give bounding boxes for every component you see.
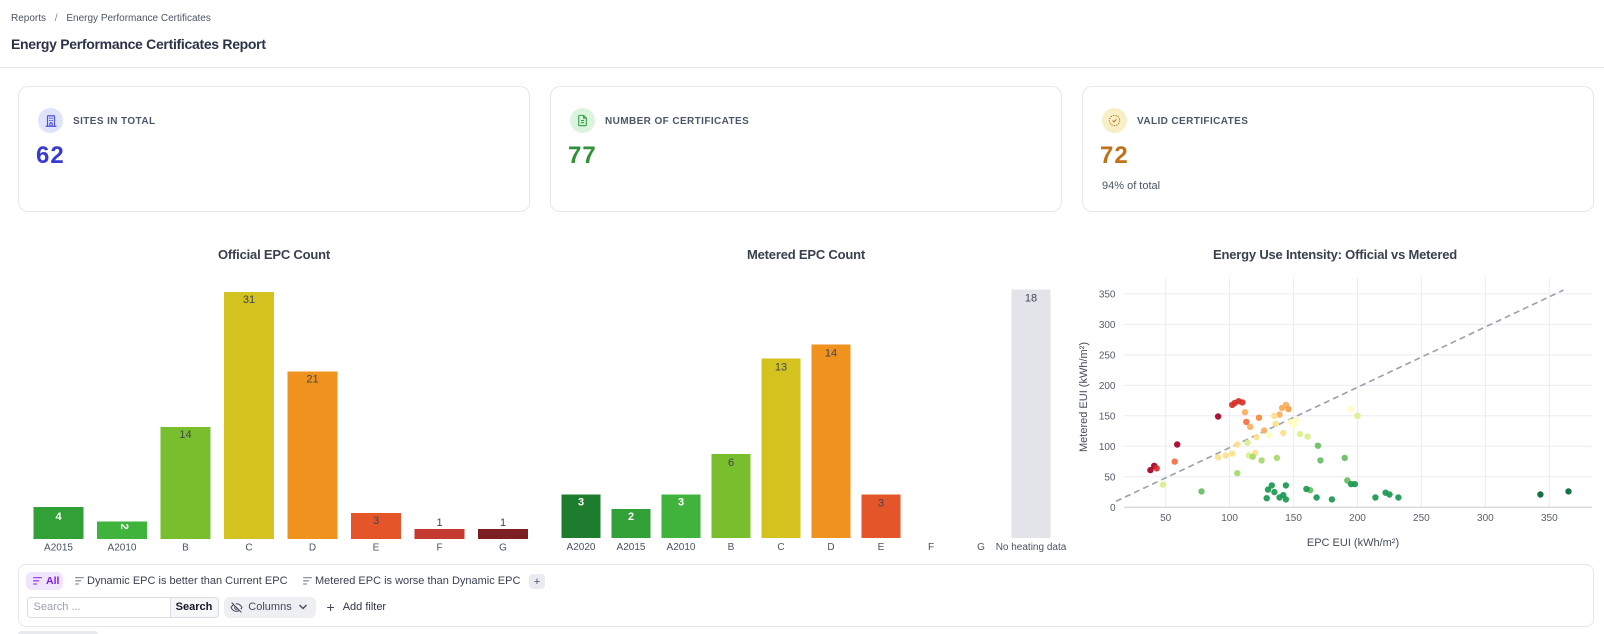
svg-text:21: 21 [306, 374, 318, 386]
svg-text:No heating data: No heating data [996, 542, 1067, 553]
svg-text:EPC EUI (kWh/m²): EPC EUI (kWh/m²) [1307, 537, 1399, 549]
svg-text:Metered EPC Count: Metered EPC Count [747, 247, 866, 262]
svg-text:150: 150 [1285, 513, 1302, 524]
svg-text:3: 3 [373, 515, 379, 527]
svg-text:350: 350 [1099, 289, 1116, 300]
svg-text:Metered EUI (kWh/m²): Metered EUI (kWh/m²) [1078, 342, 1090, 452]
svg-text:31: 31 [243, 294, 255, 306]
svg-text:A2015: A2015 [617, 542, 646, 553]
svg-text:D: D [827, 542, 834, 553]
svg-text:14: 14 [825, 348, 837, 360]
svg-text:F: F [928, 542, 934, 553]
svg-text:3: 3 [678, 497, 684, 509]
svg-text:13: 13 [775, 362, 787, 374]
svg-text:1: 1 [436, 517, 442, 529]
svg-text:B: B [728, 542, 735, 553]
svg-text:A2010: A2010 [667, 542, 696, 553]
svg-text:50: 50 [1160, 513, 1172, 524]
svg-text:300: 300 [1099, 320, 1116, 331]
svg-text:3: 3 [578, 497, 584, 509]
svg-text:200: 200 [1099, 381, 1116, 392]
svg-text:18: 18 [1025, 293, 1037, 305]
svg-text:D: D [309, 543, 316, 554]
svg-text:150: 150 [1099, 411, 1116, 422]
svg-text:350: 350 [1541, 513, 1558, 524]
svg-text:B: B [182, 543, 189, 554]
svg-text:6: 6 [728, 457, 734, 469]
svg-text:Official EPC Count: Official EPC Count [218, 247, 331, 262]
svg-text:F: F [436, 543, 442, 554]
svg-text:250: 250 [1099, 350, 1116, 361]
svg-text:Energy Use Intensity: Official: Energy Use Intensity: Official vs Metere… [1213, 247, 1457, 262]
svg-text:1: 1 [500, 517, 506, 529]
svg-text:A2020: A2020 [567, 542, 596, 553]
svg-text:A2010: A2010 [108, 543, 137, 554]
svg-text:100: 100 [1221, 513, 1238, 524]
svg-text:A2015: A2015 [44, 543, 73, 554]
svg-text:300: 300 [1477, 513, 1494, 524]
svg-text:14: 14 [179, 429, 191, 441]
svg-text:50: 50 [1104, 472, 1116, 483]
svg-text:4: 4 [55, 511, 62, 523]
svg-text:C: C [777, 542, 784, 553]
svg-text:C: C [245, 543, 252, 554]
svg-text:200: 200 [1349, 513, 1366, 524]
svg-text:3: 3 [878, 498, 884, 510]
svg-text:2: 2 [628, 511, 634, 523]
svg-text:E: E [373, 543, 380, 554]
svg-text:2: 2 [118, 523, 130, 529]
svg-text:100: 100 [1099, 442, 1116, 453]
svg-text:E: E [878, 542, 885, 553]
svg-text:250: 250 [1413, 513, 1430, 524]
svg-text:G: G [977, 542, 985, 553]
svg-text:G: G [499, 543, 507, 554]
svg-text:0: 0 [1110, 503, 1116, 514]
